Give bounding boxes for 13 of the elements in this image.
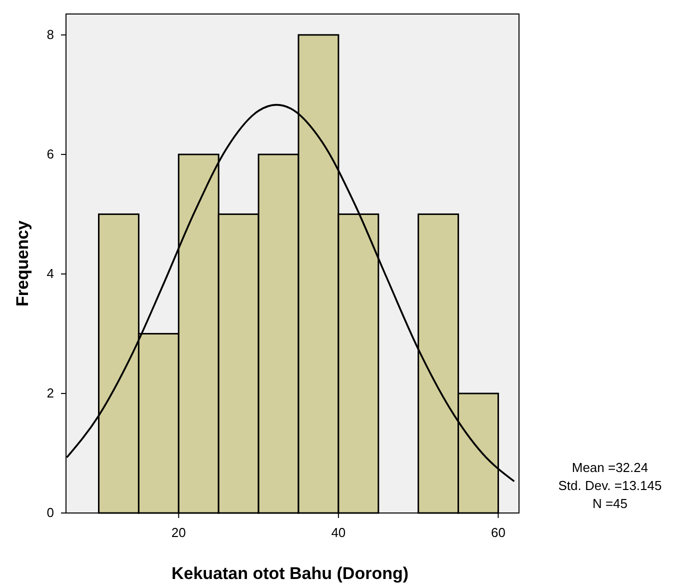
text: N =45 [592, 496, 628, 511]
x-tick-label: 20 [171, 525, 186, 540]
y-tick-label: 8 [46, 26, 54, 42]
x-tick-label: 40 [331, 525, 346, 540]
text: Std. Dev. =13.145 [558, 478, 662, 493]
text: Mean =32.24 [572, 460, 648, 475]
y-tick-label: 4 [46, 266, 54, 281]
y-tick-label: 2 [46, 385, 54, 400]
y-axis-title: Frequency [13, 220, 32, 306]
y-tick-label: 0 [46, 505, 54, 520]
x-tick-label: 60 [490, 525, 506, 540]
x-axis-title: Kekuatan otot Bahu (Dorong) [171, 564, 409, 583]
y-tick-label: 6 [46, 146, 54, 162]
